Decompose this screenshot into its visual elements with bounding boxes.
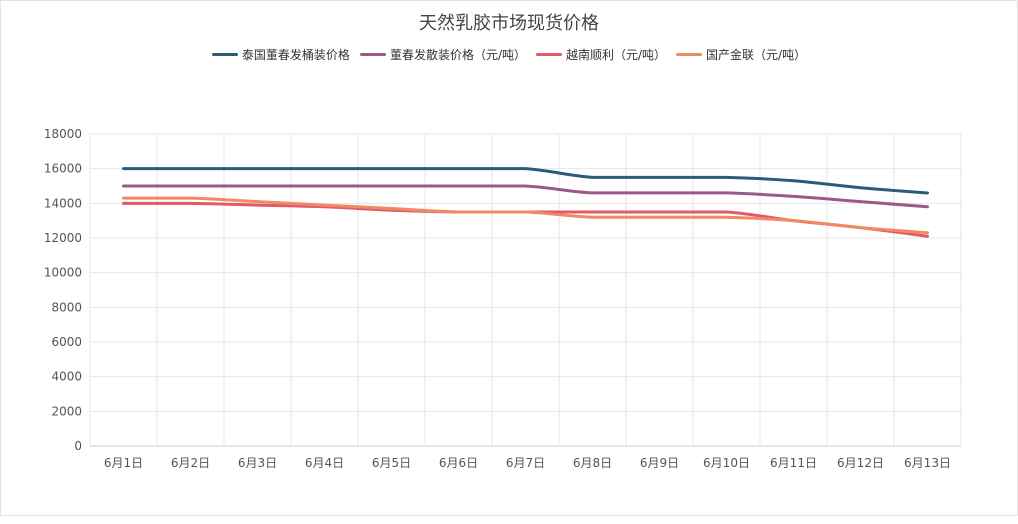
x-tick-label: 6月10日	[703, 456, 750, 470]
y-tick-label: 14000	[44, 196, 82, 210]
legend-item-series-3[interactable]: 国产金联（元/吨）	[676, 46, 806, 63]
y-tick-label: 12000	[44, 231, 82, 245]
chart-title: 天然乳胶市场现货价格	[419, 13, 599, 34]
x-tick-label: 6月8日	[573, 456, 612, 470]
x-tick-label: 6月5日	[372, 456, 411, 470]
legend-label-series-0: 泰国董春发桶装价格	[241, 48, 350, 62]
x-tick-label: 6月4日	[305, 456, 344, 470]
y-tick-label: 10000	[44, 266, 82, 280]
y-tick-label: 2000	[51, 404, 82, 418]
x-tick-label: 6月3日	[238, 456, 277, 470]
y-tick-label: 0	[74, 439, 82, 453]
legend: 泰国董春发桶装价格 董春发散装价格（元/吨） 越南顺利（元/吨） 国产金联（元/…	[0, 46, 1018, 63]
legend-item-series-2[interactable]: 越南顺利（元/吨）	[535, 46, 667, 63]
x-tick-label: 6月7日	[506, 456, 545, 470]
series-line-1	[122, 184, 929, 209]
y-tick-label: 6000	[51, 335, 82, 349]
legend-label-series-1: 董春发散装价格（元/吨）	[389, 48, 526, 62]
x-tick-label: 6月2日	[171, 456, 210, 470]
x-tick-label: 6月1日	[104, 456, 143, 470]
legend-label-series-2: 越南顺利（元/吨）	[565, 48, 667, 62]
legend-swatch-series-0	[211, 53, 238, 56]
legend-swatch-series-2	[535, 53, 562, 56]
x-tick-label: 6月9日	[640, 456, 679, 470]
y-tick-label: 16000	[44, 162, 82, 176]
y-tick-label: 18000	[44, 127, 82, 141]
series-line-3	[122, 196, 929, 235]
series-line-2	[122, 201, 929, 238]
x-tick-label: 6月12日	[837, 456, 884, 470]
legend-swatch-series-1	[359, 53, 386, 56]
y-tick-label: 8000	[51, 300, 82, 314]
legend-label-series-3: 国产金联（元/吨）	[706, 48, 807, 62]
x-tick-label: 6月11日	[770, 456, 817, 470]
x-tick-label: 6月6日	[439, 456, 478, 470]
x-tick-label: 6月13日	[904, 456, 951, 470]
legend-item-series-0[interactable]: 泰国董春发桶装价格	[211, 46, 350, 63]
legend-item-series-1[interactable]: 董春发散装价格（元/吨）	[359, 46, 526, 63]
y-tick-label: 4000	[51, 370, 82, 384]
legend-swatch-series-3	[676, 53, 703, 56]
series-line-0	[122, 167, 929, 195]
